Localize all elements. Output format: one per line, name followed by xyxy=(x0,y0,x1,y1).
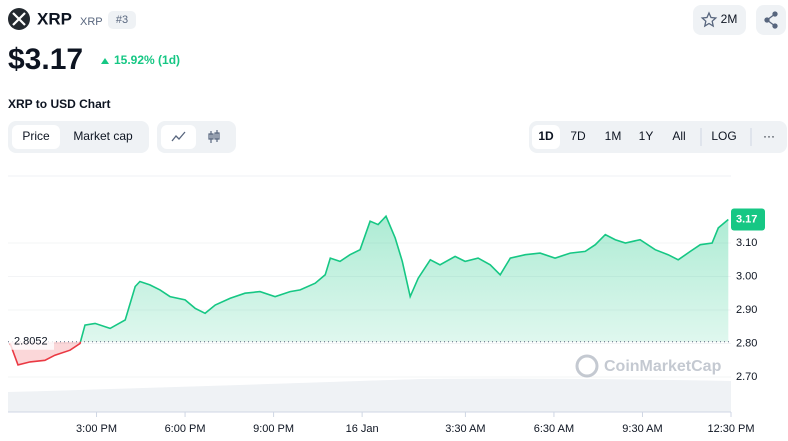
rank-pill xyxy=(108,11,136,29)
chart-heading: XRP to USD Chart xyxy=(8,97,110,111)
range-button[interactable]: All xyxy=(672,129,685,143)
star-icon xyxy=(700,11,718,28)
baseline-label: 2.8052 xyxy=(14,336,48,348)
x-tick-label: 16 Jan xyxy=(346,423,379,435)
watchlist-count: 2M xyxy=(721,12,738,26)
baseline-label-bg xyxy=(10,333,54,350)
tab-active xyxy=(12,125,60,149)
watermark: CoinMarketCap xyxy=(575,354,722,378)
current-price-badge xyxy=(731,208,765,231)
x-tick-label: 9:30 AM xyxy=(622,423,662,435)
rank: #3 xyxy=(116,14,128,26)
range-button[interactable]: 7D xyxy=(570,129,586,143)
area-up xyxy=(80,216,729,342)
price: $3.17 xyxy=(8,43,83,76)
line-icon xyxy=(171,131,186,142)
share-button[interactable] xyxy=(756,5,786,35)
watermark-text: CoinMarketCap xyxy=(604,358,722,375)
watchlist-button[interactable] xyxy=(693,5,746,35)
y-tick-label: 3.00 xyxy=(736,270,757,282)
range-active xyxy=(532,125,560,149)
current-price-label: 3.17 xyxy=(736,213,757,225)
range-button[interactable]: ··· xyxy=(763,129,775,143)
up-arrow xyxy=(101,58,109,64)
x-tick-label: 3:30 AM xyxy=(445,423,485,435)
tab[interactable]: Market cap xyxy=(73,129,133,143)
range-button[interactable]: 1Y xyxy=(639,129,654,143)
price-change: 15.92% (1d) xyxy=(114,53,180,67)
candle-icon[interactable] xyxy=(208,130,220,143)
price-line-up xyxy=(79,214,729,342)
y-tick-label: 2.80 xyxy=(736,337,757,349)
tab[interactable]: Price xyxy=(22,129,50,143)
share-icon xyxy=(764,11,778,29)
coin-name: XRP xyxy=(37,9,72,28)
line-type-button[interactable] xyxy=(161,125,196,149)
range-group xyxy=(529,121,787,153)
y-tick-label: 2.70 xyxy=(736,371,757,383)
y-tick-label: 2.90 xyxy=(736,304,757,316)
range-button[interactable]: LOG xyxy=(711,129,736,143)
y-tick-label: 3.10 xyxy=(736,237,757,249)
x-tick-label: 6:00 PM xyxy=(165,423,206,435)
range-button[interactable]: 1M xyxy=(605,129,622,143)
x-tick-label: 3:00 PM xyxy=(76,423,117,435)
logo-mark xyxy=(12,12,26,26)
x-tick-label: 12:30 PM xyxy=(707,423,754,435)
x-tick-label: 9:00 PM xyxy=(253,423,294,435)
x-tick-label: 6:30 AM xyxy=(534,423,574,435)
coin-symbol: XRP xyxy=(80,16,103,28)
range-button[interactable]: 1D xyxy=(538,129,554,143)
volume-area xyxy=(8,378,731,412)
